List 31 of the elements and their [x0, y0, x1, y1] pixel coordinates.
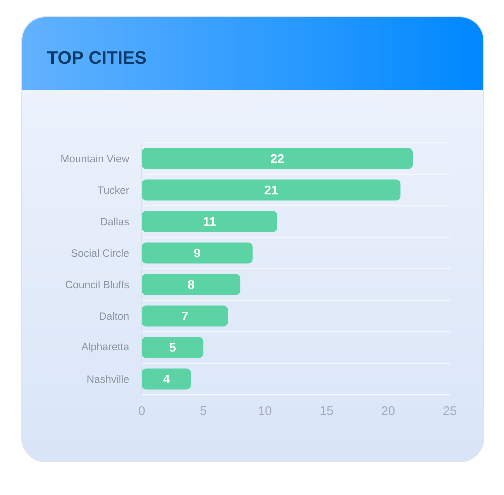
data-label: 9 — [194, 248, 200, 258]
bar — [142, 337, 204, 358]
bar — [142, 148, 414, 170]
y-tick-label: Dallas — [101, 218, 130, 226]
data-label: 21 — [264, 186, 278, 195]
chart-title: TOP CITIES — [47, 51, 146, 64]
data-label: 11 — [204, 217, 216, 226]
y-tick-label: Nashville — [88, 375, 130, 384]
bar — [142, 306, 228, 327]
x-tick-label: 5 — [200, 406, 207, 416]
data-label: 5 — [170, 343, 176, 352]
bar — [142, 180, 401, 201]
x-tick-label: 15 — [320, 406, 334, 416]
x-tick-label: 10 — [259, 406, 272, 416]
bar — [142, 274, 241, 296]
x-tick-label: 20 — [382, 406, 395, 416]
data-label: 22 — [271, 154, 284, 164]
data-label: 7 — [182, 312, 188, 321]
bar — [142, 211, 278, 232]
bar — [142, 242, 253, 264]
x-tick-label: 25 — [444, 406, 456, 416]
y-tick-label: Tucker — [98, 186, 130, 194]
y-tick-label: Mountain View — [62, 154, 130, 163]
bar — [142, 368, 192, 390]
y-tick-label: Alpharetta — [82, 342, 130, 353]
y-tick-label: Council Bluffs — [66, 280, 130, 289]
x-tick-label: 0 — [139, 406, 145, 416]
y-tick-label: Dalton — [100, 312, 129, 320]
data-label: 8 — [188, 280, 194, 290]
y-tick-label: Social Circle — [72, 249, 129, 258]
data-label: 4 — [163, 374, 170, 384]
